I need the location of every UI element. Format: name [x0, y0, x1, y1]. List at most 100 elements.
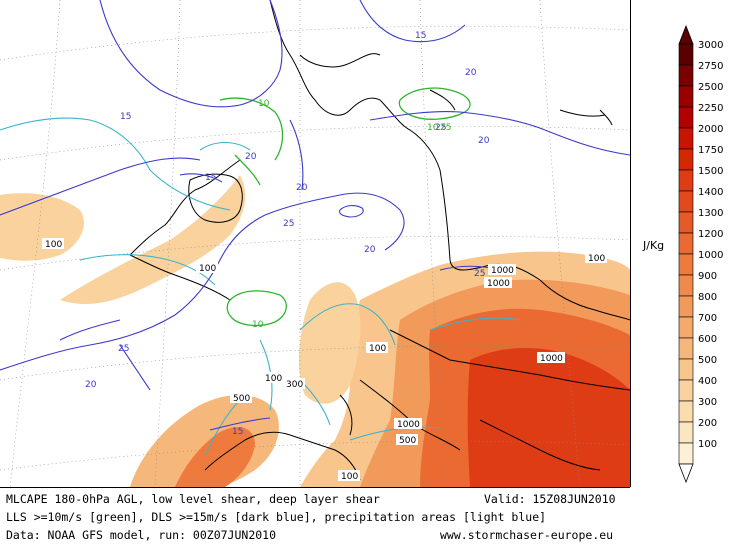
svg-text:100: 100 — [588, 254, 605, 264]
legend-swatch — [678, 421, 694, 444]
legend-tick-label: 1300 — [698, 208, 723, 219]
lls-label: 25 — [440, 123, 451, 133]
dls-label: 15 — [232, 427, 243, 437]
svg-text:300: 300 — [286, 380, 303, 390]
legend-tick-label: 1200 — [698, 229, 723, 240]
legend-swatch — [678, 253, 694, 276]
legend-tick-label: 3000 — [698, 40, 723, 51]
dls-label: 25 — [474, 269, 485, 279]
legend-top-arrow — [678, 24, 694, 45]
map-caption: MLCAPE 180-0hPa AGL, low level shear, de… — [0, 487, 630, 549]
legend-swatch — [678, 337, 694, 360]
dls-label: 25 — [435, 123, 446, 133]
legend-tick-label: 1400 — [698, 187, 723, 198]
legend-swatch — [678, 64, 694, 87]
svg-text:500: 500 — [399, 436, 416, 446]
legend-swatch — [678, 442, 694, 465]
svg-text:100: 100 — [265, 374, 282, 384]
cape-label: 1000 — [537, 352, 565, 364]
legend-tick-label: 500 — [698, 355, 717, 366]
cape-area-central — [298, 282, 361, 404]
cape-label: 100 — [196, 262, 218, 274]
cape-label: 1000 — [484, 277, 512, 289]
legend-tick-label: 1000 — [698, 250, 723, 261]
cape-area-southeast-max — [467, 348, 630, 487]
legend-tick-label: 100 — [698, 439, 717, 450]
dls-label: 25 — [118, 344, 129, 354]
legend-tick-label: 2750 — [698, 61, 723, 72]
cape-label: 500 — [230, 392, 252, 404]
svg-text:500: 500 — [233, 394, 250, 404]
legend-tick-label: 1500 — [698, 166, 723, 177]
cape-label: 500 — [396, 434, 418, 446]
legend-tick-label: 200 — [698, 418, 717, 429]
dls-label: 20 — [478, 136, 490, 146]
legend-tick-label: 300 — [698, 397, 717, 408]
lls-label: 10 — [252, 320, 264, 330]
caption-data-source: Data: NOAA GFS model, run: 00Z07JUN2010 — [6, 528, 277, 542]
legend-tick-labels: 3000 2750 2500 2250 2000 1750 1500 1400 1300 1200… — [698, 40, 723, 450]
cape-label: 100 — [585, 252, 607, 264]
legend-tick-label: 2250 — [698, 103, 723, 114]
lat-lon-grid — [0, 0, 630, 487]
lls-label: 10 — [427, 123, 439, 133]
legend-tick-label: 2500 — [698, 82, 723, 93]
cape-label: 100 — [262, 372, 284, 384]
svg-text:1000: 1000 — [491, 266, 514, 276]
svg-text:1000: 1000 — [487, 279, 510, 289]
caption-website: www.stormchaser-europe.eu — [440, 528, 614, 542]
cape-label: 1000 — [394, 418, 422, 430]
cape-label: 100 — [366, 342, 388, 354]
dls-label: 20 — [465, 68, 477, 78]
svg-text:100: 100 — [369, 344, 386, 354]
dls-label: 15 — [205, 173, 216, 183]
legend-swatch — [678, 169, 694, 192]
legend-swatch — [678, 316, 694, 339]
legend-swatch — [678, 43, 694, 66]
svg-text:100: 100 — [199, 264, 216, 274]
cape-label: 100 — [42, 238, 64, 250]
dls-labels: 15 15 15 15 20 20 20 20 20 20 25 25 25 2… — [85, 31, 490, 437]
dls-label: 20 — [296, 183, 308, 193]
legend-swatch — [678, 190, 694, 213]
svg-text:100: 100 — [45, 240, 62, 250]
dls-label: 20 — [245, 152, 257, 162]
legend-swatch — [678, 148, 694, 171]
legend-unit-label: J/Kg — [642, 239, 664, 252]
legend-swatch — [678, 274, 694, 297]
legend-swatch — [678, 295, 694, 318]
legend-swatch — [678, 400, 694, 423]
legend-swatch — [678, 358, 694, 381]
legend-tick-label: 800 — [698, 292, 717, 303]
svg-text:1000: 1000 — [540, 354, 563, 364]
dls-label: 25 — [283, 219, 294, 229]
lls-label: 10 — [258, 99, 270, 109]
legend-swatch — [678, 232, 694, 255]
legend-tick-label: 400 — [698, 376, 717, 387]
legend-tick-label: 600 — [698, 334, 717, 345]
cape-labels: 100 100 100 100 100 100 300 500 500 1000… — [42, 238, 607, 482]
legend-tick-label: 2000 — [698, 124, 723, 135]
cape-legend: 3000 2750 2500 2250 2000 1750 1500 1400 1300 1200… — [631, 0, 732, 549]
caption-title: MLCAPE 180-0hPa AGL, low level shear, de… — [6, 492, 380, 506]
cape-label: 1000 — [488, 264, 516, 276]
legend-swatch — [678, 85, 694, 108]
svg-text:1000: 1000 — [397, 420, 420, 430]
legend-swatch — [678, 211, 694, 234]
cape-label: 100 — [338, 470, 360, 482]
dls-label: 15 — [120, 112, 131, 122]
legend-bottom-arrow — [678, 463, 694, 484]
dls-label: 20 — [85, 380, 97, 390]
legend-tick-label: 1750 — [698, 145, 723, 156]
legend-colorbar — [678, 24, 694, 484]
legend-swatch — [678, 106, 694, 129]
caption-valid-time: Valid: 15Z08JUN2010 — [484, 492, 616, 506]
cape-area-low-countries — [60, 175, 246, 305]
cape-area-southwest-inner — [175, 427, 255, 487]
legend-swatch — [678, 379, 694, 402]
dls-contours — [0, 0, 630, 431]
dls-label: 20 — [364, 245, 376, 255]
legend-swatch — [678, 127, 694, 150]
legend-tick-label: 900 — [698, 271, 717, 282]
svg-text:100: 100 — [341, 472, 358, 482]
